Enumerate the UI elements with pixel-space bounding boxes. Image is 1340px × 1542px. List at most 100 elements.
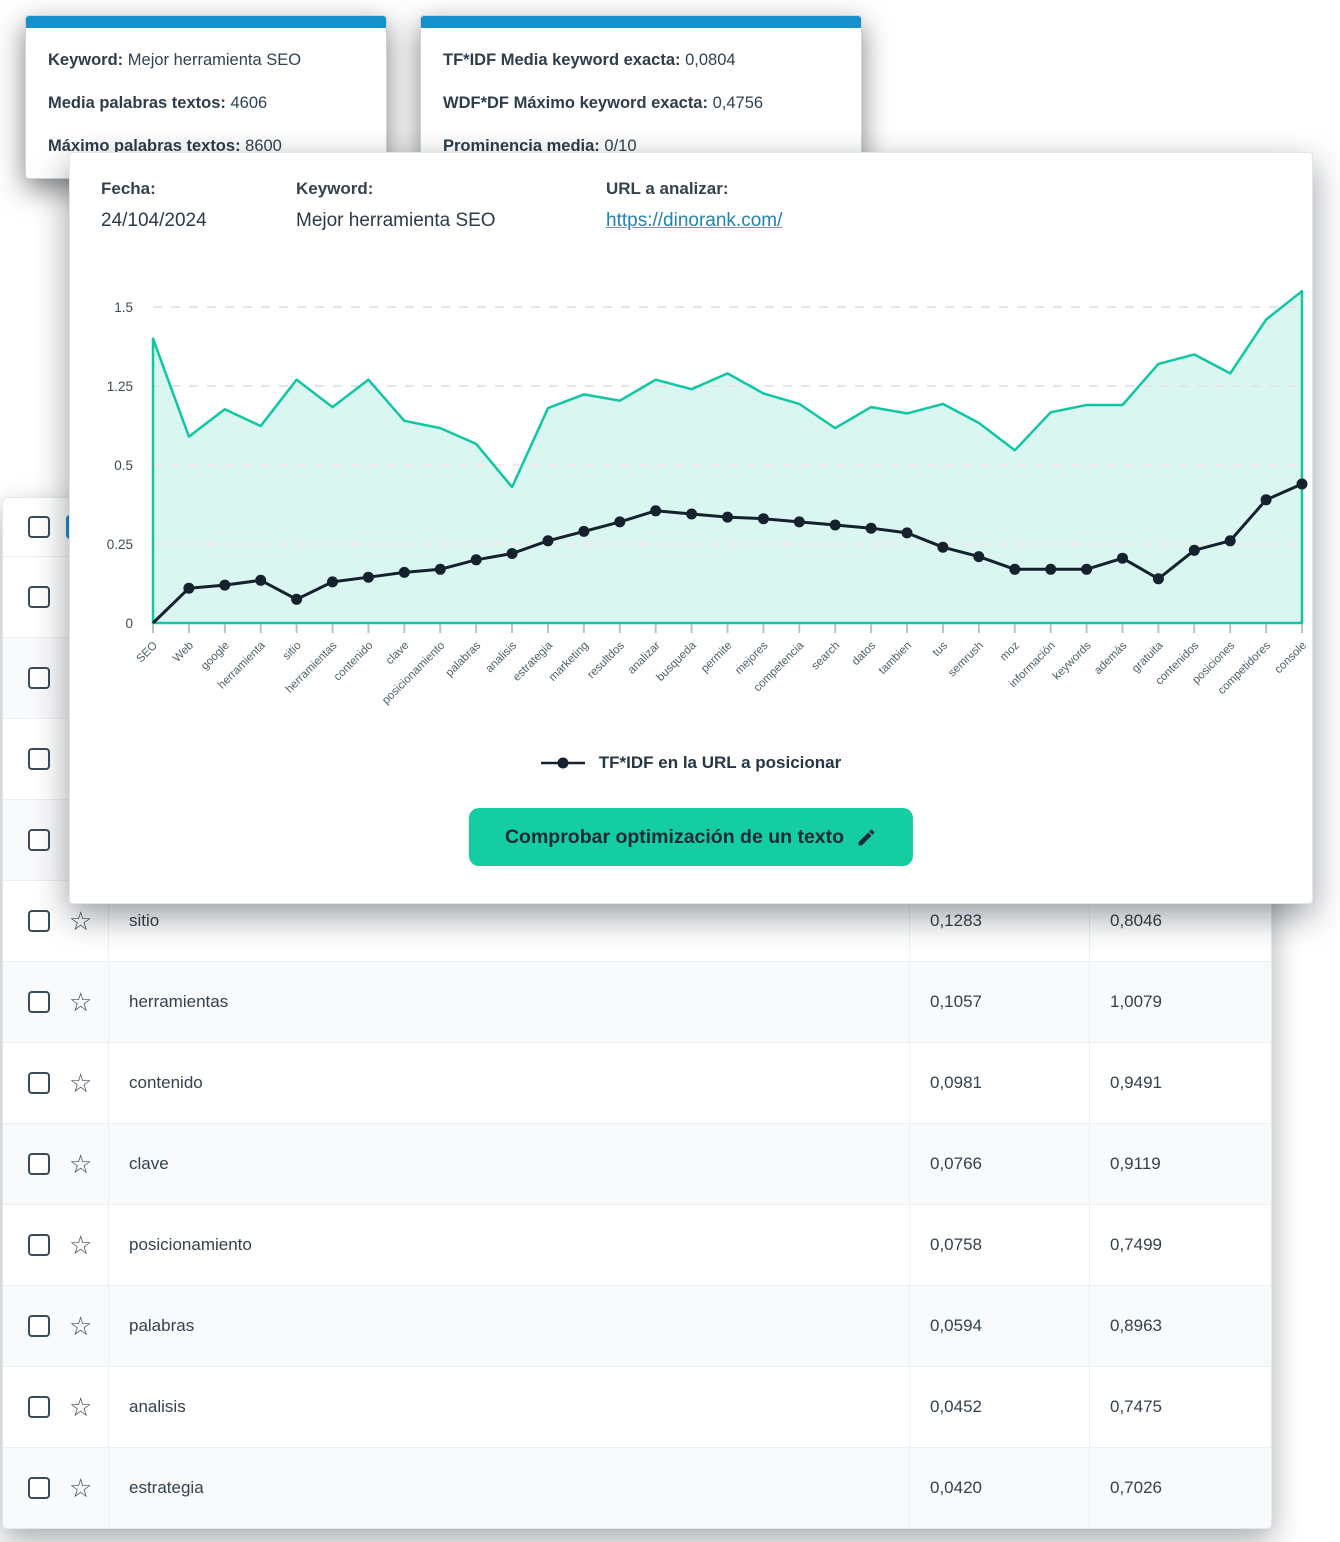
keyword-cell: palabras: [108, 1286, 909, 1366]
value-cell-1: 0,0758: [909, 1205, 1089, 1285]
svg-text:posicionamiento: posicionamiento: [380, 640, 447, 707]
keyword-cell: analisis: [108, 1367, 909, 1447]
svg-text:keywords: keywords: [1051, 639, 1094, 682]
svg-text:moz: moz: [998, 639, 1022, 663]
keyword-label: Keyword:: [296, 179, 374, 198]
keyword-cell: estrategia: [108, 1448, 909, 1528]
star-icon[interactable]: ☆: [69, 1311, 93, 1341]
chart-legend: TF*IDF en la URL a posicionar: [70, 753, 1312, 773]
star-icon[interactable]: ☆: [69, 987, 93, 1017]
value-cell-2: 0,9491: [1089, 1043, 1269, 1123]
tfidf-stats-tooltip: TF*IDF Media keyword exacta: 0,0804 WDF*…: [420, 15, 862, 179]
legend-label: TF*IDF en la URL a posicionar: [598, 753, 842, 772]
keyword-cell: contenido: [108, 1043, 909, 1123]
value-cell-1: 0,1057: [909, 962, 1089, 1042]
fecha-field: Fecha: 24/104/2024: [101, 179, 207, 232]
keyword-stats-tooltip: Keyword: Mejor herramienta SEO Media pal…: [25, 15, 387, 179]
value-cell-2: 0,8046: [1089, 881, 1269, 961]
svg-text:permite: permite: [699, 640, 735, 676]
tooltip-blue-bar: [26, 16, 386, 28]
svg-text:gratuita: gratuita: [1130, 639, 1166, 675]
svg-text:contenido: contenido: [332, 640, 376, 684]
svg-text:analizar: analizar: [626, 640, 663, 677]
tooltip-blue-bar: [421, 16, 861, 28]
value-cell-1: 0,0452: [909, 1367, 1089, 1447]
value-cell-2: 1,0079: [1089, 962, 1269, 1042]
svg-text:semrush: semrush: [946, 640, 986, 680]
svg-text:resultdos: resultdos: [585, 639, 627, 681]
keyword-value: Mejor herramienta SEO: [296, 210, 496, 231]
svg-text:1.25: 1.25: [107, 379, 133, 394]
row-checkbox[interactable]: [28, 910, 50, 932]
svg-text:analisis: analisis: [484, 639, 520, 675]
select-all-checkbox[interactable]: [28, 516, 50, 538]
svg-text:0.25: 0.25: [107, 537, 133, 552]
row-checkbox[interactable]: [28, 1396, 50, 1418]
fecha-label: Fecha:: [101, 179, 156, 198]
row-checkbox[interactable]: [28, 829, 50, 851]
fecha-value: 24/104/2024: [101, 210, 207, 231]
svg-text:SEO: SEO: [134, 640, 160, 666]
row-checkbox[interactable]: [28, 586, 50, 608]
value-cell-2: 0,8963: [1089, 1286, 1269, 1366]
button-label: Comprobar optimización de un texto: [504, 825, 845, 848]
svg-text:0: 0: [125, 616, 133, 631]
svg-text:console: console: [1273, 640, 1310, 677]
url-field: URL a analizar: https://dinorank.com/: [606, 179, 782, 232]
svg-text:palabras: palabras: [444, 639, 484, 679]
value-cell-2: 0,7026: [1089, 1448, 1269, 1528]
keyword-cell: clave: [108, 1124, 909, 1204]
row-checkbox[interactable]: [28, 1234, 50, 1256]
svg-text:además: además: [1092, 639, 1130, 677]
check-text-optimization-button[interactable]: Comprobar optimización de un texto: [468, 808, 914, 866]
keyword-cell: herramientas: [108, 962, 909, 1042]
svg-text:1.5: 1.5: [114, 300, 133, 315]
keyword-cell: sitio: [108, 881, 909, 961]
row-checkbox[interactable]: [28, 1072, 50, 1094]
svg-text:search: search: [809, 640, 842, 673]
svg-text:0.5: 0.5: [114, 458, 133, 473]
svg-text:tus: tus: [931, 639, 951, 659]
pencil-icon: [858, 829, 875, 845]
star-icon[interactable]: ☆: [69, 1473, 93, 1503]
table-row: ☆ posicionamiento 0,0758 0,7499: [3, 1204, 1271, 1285]
row-checkbox[interactable]: [28, 667, 50, 689]
table-row: ☆ estrategia 0,0420 0,7026: [3, 1447, 1271, 1528]
svg-text:clave: clave: [384, 640, 411, 667]
row-checkbox[interactable]: [28, 1153, 50, 1175]
value-cell-2: 0,7475: [1089, 1367, 1269, 1447]
legend-line-marker-icon: [540, 757, 585, 769]
star-icon[interactable]: ☆: [69, 1068, 93, 1098]
value-cell-1: 0,0981: [909, 1043, 1089, 1123]
value-cell-1: 0,0420: [909, 1448, 1089, 1528]
table-row: ☆ contenido 0,0981 0,9491: [3, 1042, 1271, 1123]
star-icon[interactable]: ☆: [69, 1230, 93, 1260]
table-row: ☆ analisis 0,0452 0,7475: [3, 1366, 1271, 1447]
keyword-cell: posicionamiento: [108, 1205, 909, 1285]
row-checkbox[interactable]: [28, 748, 50, 770]
row-checkbox[interactable]: [28, 991, 50, 1013]
svg-text:google: google: [199, 640, 232, 673]
url-label: URL a analizar:: [606, 179, 729, 198]
table-row: ☆ clave 0,0766 0,9119: [3, 1123, 1271, 1204]
svg-text:datos: datos: [850, 639, 879, 668]
svg-text:busqueda: busqueda: [655, 639, 700, 684]
svg-text:sitio: sitio: [281, 640, 304, 663]
value-cell-2: 0,7499: [1089, 1205, 1269, 1285]
analyzed-url-link[interactable]: https://dinorank.com/: [606, 210, 783, 231]
tfidf-analysis-panel: Fecha: 24/104/2024 Keyword: Mejor herram…: [69, 152, 1313, 904]
star-icon[interactable]: ☆: [69, 1149, 93, 1179]
value-cell-2: 0,9119: [1089, 1124, 1269, 1204]
svg-text:tambien: tambien: [877, 640, 914, 677]
row-checkbox[interactable]: [28, 1477, 50, 1499]
table-row: ☆ palabras 0,0594 0,8963: [3, 1285, 1271, 1366]
value-cell-1: 0,1283: [909, 881, 1089, 961]
star-icon[interactable]: ☆: [69, 906, 93, 936]
row-checkbox[interactable]: [28, 1315, 50, 1337]
value-cell-1: 0,0594: [909, 1286, 1089, 1366]
keyword-field: Keyword: Mejor herramienta SEO: [296, 179, 496, 232]
star-icon[interactable]: ☆: [69, 1392, 93, 1422]
table-row: ☆ herramientas 0,1057 1,0079: [3, 961, 1271, 1042]
